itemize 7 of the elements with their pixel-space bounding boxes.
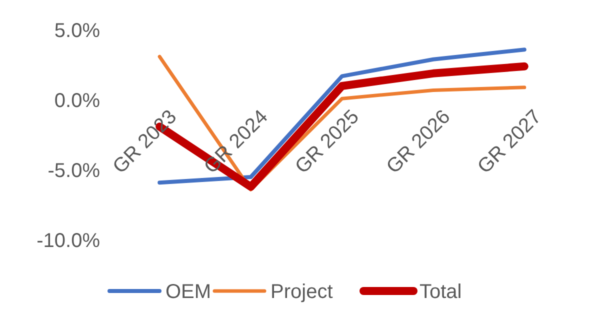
legend-label: Total — [420, 281, 462, 303]
legend-label: OEM — [166, 281, 212, 303]
y-tick-label: 0.0% — [54, 90, 100, 112]
y-tick-label: -5.0% — [48, 160, 100, 182]
legend-label: Project — [270, 281, 334, 303]
y-tick-label: -10.0% — [36, 230, 100, 252]
y-tick-label: 5.0% — [54, 20, 100, 42]
